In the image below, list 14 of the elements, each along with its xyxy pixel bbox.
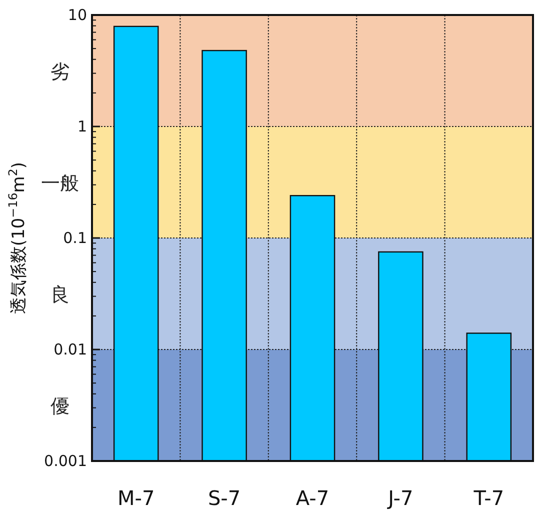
y-tick-label: 1 [77, 118, 87, 136]
band-label: 一般 [41, 172, 79, 194]
y-tick-label: 0.001 [44, 452, 87, 470]
y-tick-label: 0.01 [54, 340, 87, 358]
x-tick-label: J-7 [386, 486, 414, 510]
band-label: 優 [50, 395, 70, 418]
band-label: 劣 [50, 60, 70, 83]
x-tick-label: A-7 [296, 486, 330, 510]
x-tick-label: T-7 [472, 486, 504, 510]
y-tick-label: 10 [68, 6, 87, 24]
x-tick-label: M-7 [118, 486, 155, 510]
band-label: 良 [50, 284, 70, 306]
y-tick-label: 0.1 [63, 229, 87, 247]
x-tick-label: S-7 [208, 486, 241, 510]
